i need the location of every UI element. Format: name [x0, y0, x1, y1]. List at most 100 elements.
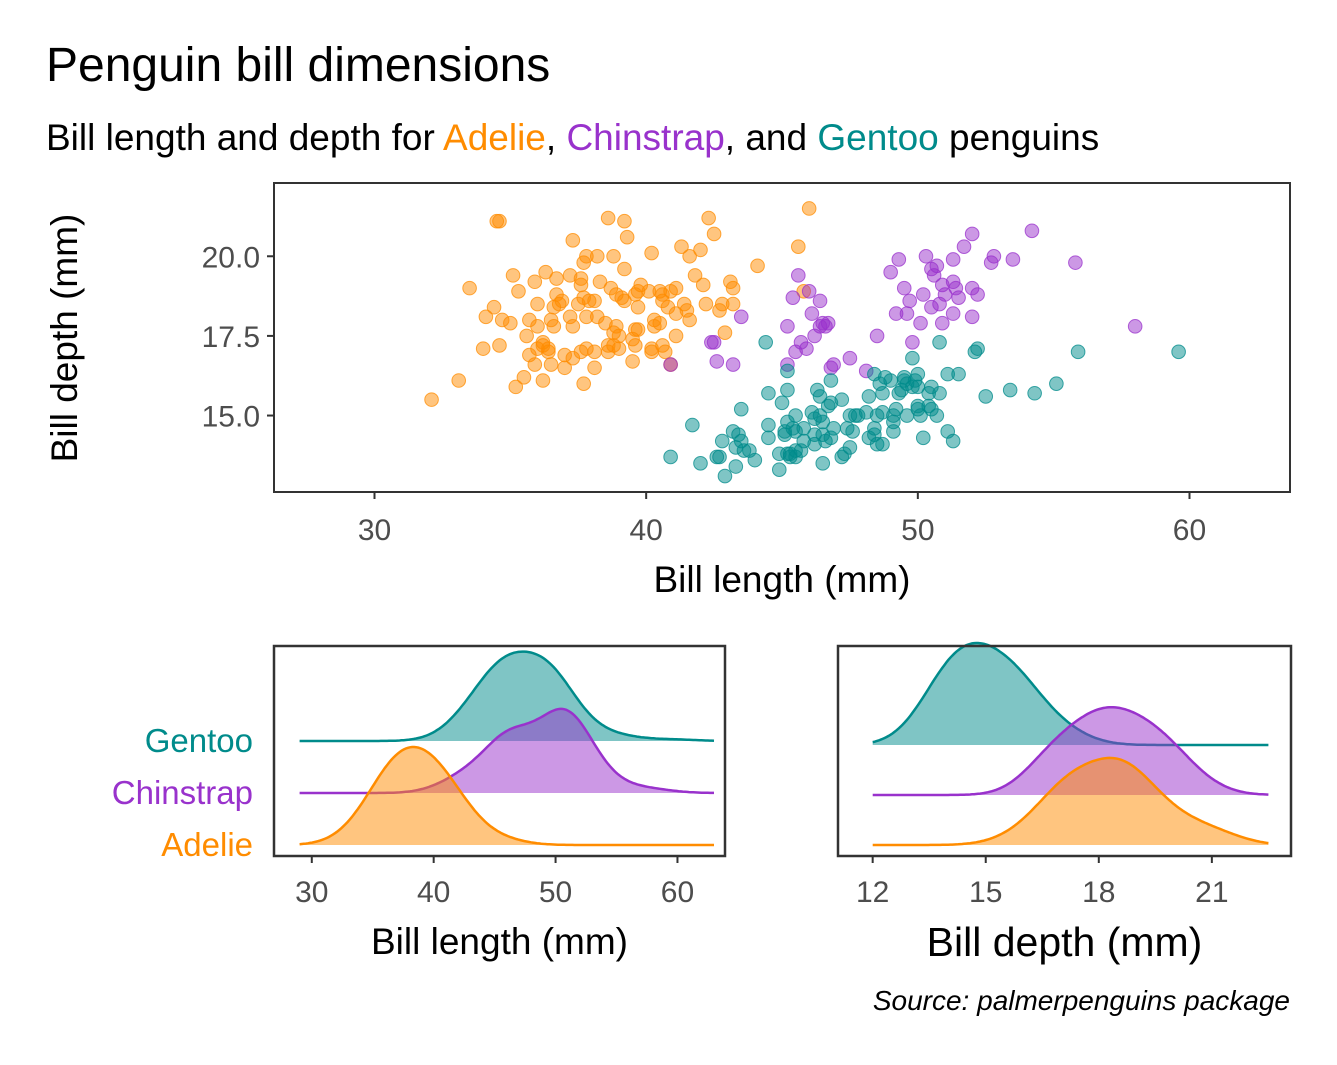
scatter-point-chinstrap	[902, 293, 917, 309]
scatter-point-adelie	[451, 373, 467, 388]
scatter-point-adelie	[543, 357, 559, 372]
ridge-area-adelie	[872, 757, 1269, 845]
subtitle-sep-1: ,	[545, 117, 567, 158]
scatter-point-adelie	[617, 213, 632, 229]
scatter-point-adelie	[717, 325, 733, 341]
subtitle-prefix: Bill length and depth for	[46, 117, 444, 158]
scatter-point-gentoo	[883, 373, 898, 388]
scatter-point-gentoo	[932, 334, 947, 350]
scatter-point-gentoo	[714, 433, 730, 449]
scatter-point-adelie	[630, 322, 646, 337]
scatter-point-adelie	[750, 258, 765, 274]
scatter-point-gentoo	[1027, 385, 1042, 401]
scatter-point-gentoo	[929, 408, 945, 423]
scatter-point-adelie	[600, 210, 616, 226]
scatter-point-gentoo	[774, 395, 790, 411]
scatter-point-gentoo	[761, 417, 776, 433]
scatter-point-adelie	[424, 392, 439, 407]
scatter-point-adelie	[554, 293, 570, 309]
scatter-point-adelie	[611, 328, 627, 344]
scatter-point-adelie	[546, 319, 562, 334]
scatter-point-chinstrap	[785, 290, 801, 305]
scatter-point-chinstrap	[1068, 255, 1083, 270]
scatter-point-gentoo	[910, 366, 926, 382]
scatter-point-chinstrap	[913, 315, 928, 331]
scatter-point-gentoo	[693, 456, 708, 471]
scatter-point-adelie	[587, 344, 602, 360]
scatter-x-tick-label: 60	[1173, 514, 1206, 547]
scatter-point-gentoo	[780, 363, 795, 379]
depth-x-tick-label: 12	[856, 876, 889, 909]
scatter-point-gentoo	[780, 382, 795, 398]
scatter-point-chinstrap	[915, 287, 931, 302]
scatter-point-adelie	[611, 341, 627, 356]
scatter-x-axis-label: Bill length (mm)	[654, 559, 911, 600]
scatter-point-chinstrap	[899, 306, 915, 321]
ridge-area-gentoo	[872, 643, 1269, 745]
scatter-point-adelie	[530, 296, 545, 312]
subtitle-chinstrap: Chinstrap	[566, 117, 725, 158]
scatter-point-gentoo	[867, 420, 882, 436]
scatter-point-adelie	[538, 264, 553, 280]
scatter-point-gentoo	[788, 408, 803, 423]
scatter-x-tick-label: 50	[901, 514, 934, 547]
scatter-point-gentoo	[771, 462, 787, 478]
scatter-point-adelie	[706, 226, 722, 242]
scatter-point-gentoo	[1171, 344, 1186, 360]
subtitle-adelie: Adelie	[443, 117, 546, 158]
scatter-point-gentoo	[761, 385, 776, 401]
scatter-point-chinstrap	[964, 309, 980, 325]
scatter-point-adelie	[527, 274, 543, 290]
scatter-point-chinstrap	[801, 284, 817, 299]
scatter-point-adelie	[619, 229, 635, 245]
scatter-point-chinstrap	[918, 248, 934, 264]
scatter-point-adelie	[644, 245, 659, 261]
scatter-point-gentoo	[758, 334, 774, 350]
scatter-point-gentoo	[932, 385, 947, 401]
scatter-point-adelie	[587, 293, 602, 309]
scatter-point-chinstrap	[945, 306, 961, 321]
scatter-point-gentoo	[970, 341, 985, 356]
scatter-point-gentoo	[913, 408, 928, 423]
scatter-point-chinstrap	[934, 315, 950, 331]
scatter-point-gentoo	[945, 433, 961, 449]
scatter-point-gentoo	[1002, 382, 1018, 398]
scatter-y-tick-label: 15.0	[202, 401, 260, 434]
scatter-point-adelie	[541, 341, 556, 356]
ridge-line-adelie	[872, 756, 1269, 847]
scatter-point-adelie	[725, 296, 741, 312]
scatter-point-chinstrap	[1024, 223, 1040, 239]
scatter-point-chinstrap	[869, 328, 885, 344]
scatter-point-adelie	[693, 242, 708, 258]
ridge-label-adelie: Adelie	[161, 826, 253, 863]
scatter-point-chinstrap	[804, 306, 820, 321]
ridge-line-chinstrap	[872, 705, 1269, 797]
length-x-tick-label: 30	[295, 876, 328, 909]
scatter-point-chinstrap	[1005, 252, 1021, 267]
scatter-y-tick-label: 20.0	[202, 241, 260, 274]
scatter-point-gentoo	[717, 468, 733, 484]
scatter-point-gentoo	[951, 366, 966, 382]
scatter-point-gentoo	[978, 389, 994, 404]
ridge-area-adelie	[299, 747, 714, 845]
scatter-point-adelie	[492, 213, 507, 229]
scatter-point-chinstrap	[929, 258, 945, 274]
scatter-x-tick-label: 30	[358, 514, 391, 547]
scatter-point-chinstrap	[964, 226, 980, 242]
scatter-point-chinstrap	[826, 357, 841, 372]
scatter-point-adelie	[530, 319, 545, 334]
scatter-point-adelie	[617, 293, 632, 309]
depth-panel-border	[836, 644, 1293, 858]
scatter-point-adelie	[725, 280, 741, 296]
depth-x-tick-label: 21	[1195, 876, 1228, 909]
scatter-point-chinstrap	[956, 239, 972, 255]
ridge-label-gentoo: Gentoo	[145, 722, 253, 759]
ridge-label-chinstrap: Chinstrap	[112, 774, 253, 811]
scatter-point-chinstrap	[905, 334, 920, 350]
scatter-point-adelie	[503, 315, 518, 331]
scatter-point-adelie	[630, 299, 646, 315]
scatter-point-chinstrap	[891, 252, 907, 267]
scatter-point-adelie	[698, 296, 714, 312]
source-caption: Source: palmerpenguins package	[872, 985, 1290, 1016]
scatter-point-gentoo	[1049, 376, 1064, 391]
